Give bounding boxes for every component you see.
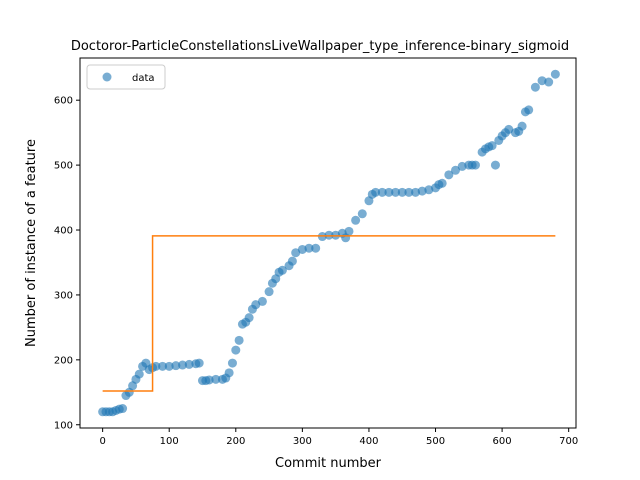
data-point [251, 300, 261, 310]
data-point [377, 187, 387, 197]
data-point [404, 187, 414, 197]
y-tick-label: 300 [54, 290, 73, 301]
x-tick-label: 600 [493, 436, 512, 447]
data-point [530, 82, 540, 92]
data-point [204, 375, 214, 385]
legend-label-data: data [132, 73, 155, 84]
data-point [194, 358, 204, 368]
data-point [158, 361, 168, 371]
data-point [550, 69, 560, 79]
y-axis-label: Number of instance of a feature [24, 139, 39, 347]
data-point [118, 404, 128, 414]
data-point [504, 124, 514, 134]
data-point [304, 243, 314, 253]
chart-title: Doctoror-ParticleConstellationsLiveWallp… [71, 39, 569, 54]
x-tick-label: 400 [359, 436, 378, 447]
data-point [257, 296, 267, 306]
y-tick-label: 600 [54, 96, 73, 107]
data-point [384, 187, 394, 197]
data-point [184, 359, 194, 369]
data-point [544, 77, 554, 87]
data-point [391, 187, 401, 197]
x-tick-label: 100 [160, 436, 179, 447]
data-point [537, 76, 547, 86]
data-point [311, 243, 321, 253]
legend-box [86, 64, 166, 90]
data-point [178, 360, 188, 370]
data-point [351, 215, 361, 225]
x-tick-label: 700 [559, 436, 578, 447]
data-point [277, 265, 287, 275]
data-point [291, 248, 301, 258]
data-point [397, 187, 407, 197]
data-point [371, 187, 381, 197]
y-axis: 100 200 300 400 500 600 [54, 96, 80, 431]
data-point [287, 256, 297, 266]
data-point [164, 361, 174, 371]
data-point [227, 358, 237, 368]
data-point [264, 287, 274, 297]
data-point [357, 209, 367, 219]
data-point [517, 121, 527, 131]
x-tick-label: 500 [426, 436, 445, 447]
x-axis-label: Commit number [275, 456, 382, 471]
data-point [171, 361, 181, 371]
legend-marker-data [102, 72, 112, 82]
data-point [344, 226, 354, 236]
x-axis: 0 100 200 300 400 500 600 700 [99, 428, 578, 447]
y-tick-label: 100 [54, 420, 73, 431]
data-point [297, 244, 307, 254]
data-point [231, 345, 241, 355]
data-point [470, 160, 480, 170]
y-tick-label: 400 [54, 226, 73, 237]
data-point [134, 369, 144, 379]
data-point [151, 361, 161, 371]
data-point [450, 165, 460, 175]
data-point [490, 160, 500, 170]
data-point [411, 187, 421, 197]
y-tick-label: 200 [54, 355, 73, 366]
x-tick-label: 0 [99, 436, 105, 447]
y-tick-label: 500 [54, 161, 73, 172]
data-point [437, 178, 447, 188]
data-point [234, 335, 244, 345]
data-point [444, 170, 454, 180]
data-point [457, 161, 467, 171]
x-tick-label: 300 [293, 436, 312, 447]
data-point [524, 105, 534, 115]
data-point [224, 368, 234, 378]
data-point [244, 313, 254, 323]
data-point [417, 186, 427, 196]
fit-line [102, 235, 556, 392]
data-point [487, 141, 497, 151]
legend: data [86, 64, 166, 90]
x-tick-label: 200 [226, 436, 245, 447]
plot-frame [79, 57, 577, 429]
data-point [211, 374, 221, 384]
